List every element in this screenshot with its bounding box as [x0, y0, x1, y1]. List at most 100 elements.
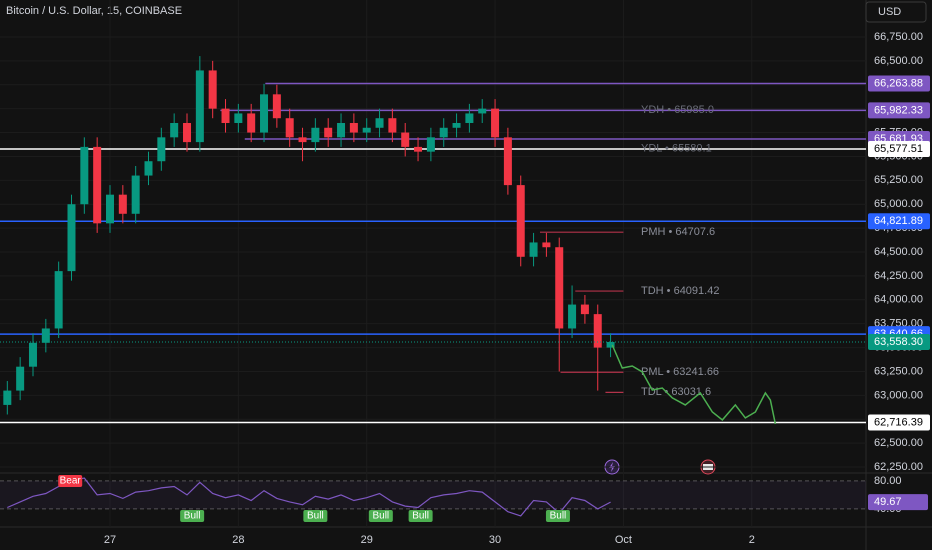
- y-tick-label: 66,500.00: [874, 55, 923, 67]
- price-box-label: 65,982.33: [874, 104, 923, 116]
- y-tick-label: 64,250.00: [874, 270, 923, 282]
- candle-body: [285, 118, 294, 138]
- candle-body: [362, 127, 371, 133]
- signal-label: Bull: [184, 511, 201, 522]
- candle-body: [93, 146, 102, 224]
- projection-line: [611, 344, 777, 425]
- candle-body: [337, 122, 346, 138]
- price-box-label: 66,263.88: [874, 77, 923, 89]
- candle-body: [439, 127, 448, 138]
- price-box: [868, 414, 930, 431]
- candle-body: [105, 194, 114, 224]
- last-price-box: [868, 334, 930, 351]
- rsi-line: [7, 477, 611, 517]
- price-box-label: 64,821.89: [874, 215, 923, 227]
- candle-body: [195, 70, 204, 143]
- session-label: TDH • 64091.42: [641, 285, 719, 297]
- y-tick-label: 62,250.00: [874, 461, 923, 473]
- candle-body: [260, 94, 269, 133]
- rsi-tick-label: 80.00: [874, 475, 902, 487]
- candle-body: [67, 204, 76, 272]
- currency-button[interactable]: [865, 1, 927, 23]
- candle-body: [401, 132, 410, 147]
- signal-label: Bull: [550, 511, 567, 522]
- candle-body: [503, 137, 512, 186]
- y-tick-label: 63,250.00: [874, 365, 923, 377]
- candle-body: [80, 146, 89, 205]
- candle-body: [491, 108, 500, 138]
- candle-body: [131, 175, 140, 214]
- candle-body: [426, 137, 435, 152]
- candle-body: [247, 113, 256, 133]
- session-label: PMH • 64707.6: [641, 226, 715, 238]
- currency-label: USD: [878, 6, 901, 18]
- signal-label: Bear: [60, 476, 82, 487]
- candle-body: [41, 328, 50, 343]
- x-tick-label: Oct: [615, 534, 632, 546]
- candle-body: [375, 118, 384, 128]
- candle-body: [208, 70, 217, 109]
- rsi-band: [0, 480, 866, 509]
- candle-body: [324, 127, 333, 138]
- y-tick-label: 64,000.00: [874, 294, 923, 306]
- candle-body: [118, 194, 127, 214]
- candle-body: [593, 314, 602, 348]
- candle-body: [555, 247, 564, 329]
- signal-box: [545, 510, 570, 522]
- x-tick-label: 2: [749, 534, 755, 546]
- candle-body: [144, 161, 153, 176]
- candle-body: [311, 127, 320, 143]
- signal-box: [408, 510, 433, 522]
- rsi-value-box: [868, 494, 928, 511]
- chart-title: Bitcoin / U.S. Dollar, 15, COINBASE: [6, 5, 182, 17]
- price-box: [868, 141, 930, 158]
- candle-body: [465, 113, 474, 123]
- x-tick-label: 28: [232, 534, 244, 546]
- y-tick-label: 66,750.00: [874, 31, 923, 43]
- y-tick-label: 62,500.00: [874, 437, 923, 449]
- candle-body: [388, 118, 397, 133]
- signal-box: [303, 510, 328, 522]
- candle-body: [542, 242, 551, 248]
- signal-label: Bull: [307, 511, 324, 522]
- x-tick-label: 30: [489, 534, 501, 546]
- candle-body: [606, 342, 615, 348]
- candle-body: [54, 271, 63, 329]
- candle-body: [414, 146, 423, 152]
- candle-body: [157, 137, 166, 162]
- candle-body: [349, 122, 358, 133]
- y-tick-label: 65,000.00: [874, 198, 923, 210]
- candle-body: [16, 366, 25, 391]
- signal-box: [180, 510, 205, 522]
- candle-body: [516, 185, 525, 257]
- level-marker-label: YDH • 65985.0: [641, 104, 714, 116]
- candle-body: [298, 137, 307, 143]
- signal-label: Bull: [372, 511, 389, 522]
- x-tick-label: 27: [104, 534, 116, 546]
- signal-label: Bull: [412, 511, 429, 522]
- price-box-label: 65,577.51: [874, 143, 923, 155]
- price-box: [868, 102, 930, 119]
- candle-body: [234, 113, 243, 123]
- candle-body: [221, 108, 230, 123]
- rsi-value-label: 49.67: [874, 496, 902, 508]
- candle-body: [529, 242, 538, 257]
- candle-body: [183, 122, 192, 143]
- candle-body: [170, 122, 179, 138]
- candle-body: [580, 304, 589, 315]
- price-box: [868, 75, 930, 92]
- y-tick-label: 65,250.00: [874, 174, 923, 186]
- candle-body: [272, 94, 281, 119]
- signal-box: [368, 510, 393, 522]
- session-label: PML • 63241.66: [641, 366, 719, 378]
- candle-body: [568, 304, 577, 329]
- candle-body: [452, 122, 461, 128]
- candle-body: [28, 342, 37, 367]
- level-marker-label: YDL • 65580.1: [641, 143, 712, 155]
- y-tick-label: 63,000.00: [874, 389, 923, 401]
- price-box-label: 62,716.39: [874, 416, 923, 428]
- candle-body: [3, 390, 12, 405]
- last-price-label: 63,558.30: [874, 336, 923, 348]
